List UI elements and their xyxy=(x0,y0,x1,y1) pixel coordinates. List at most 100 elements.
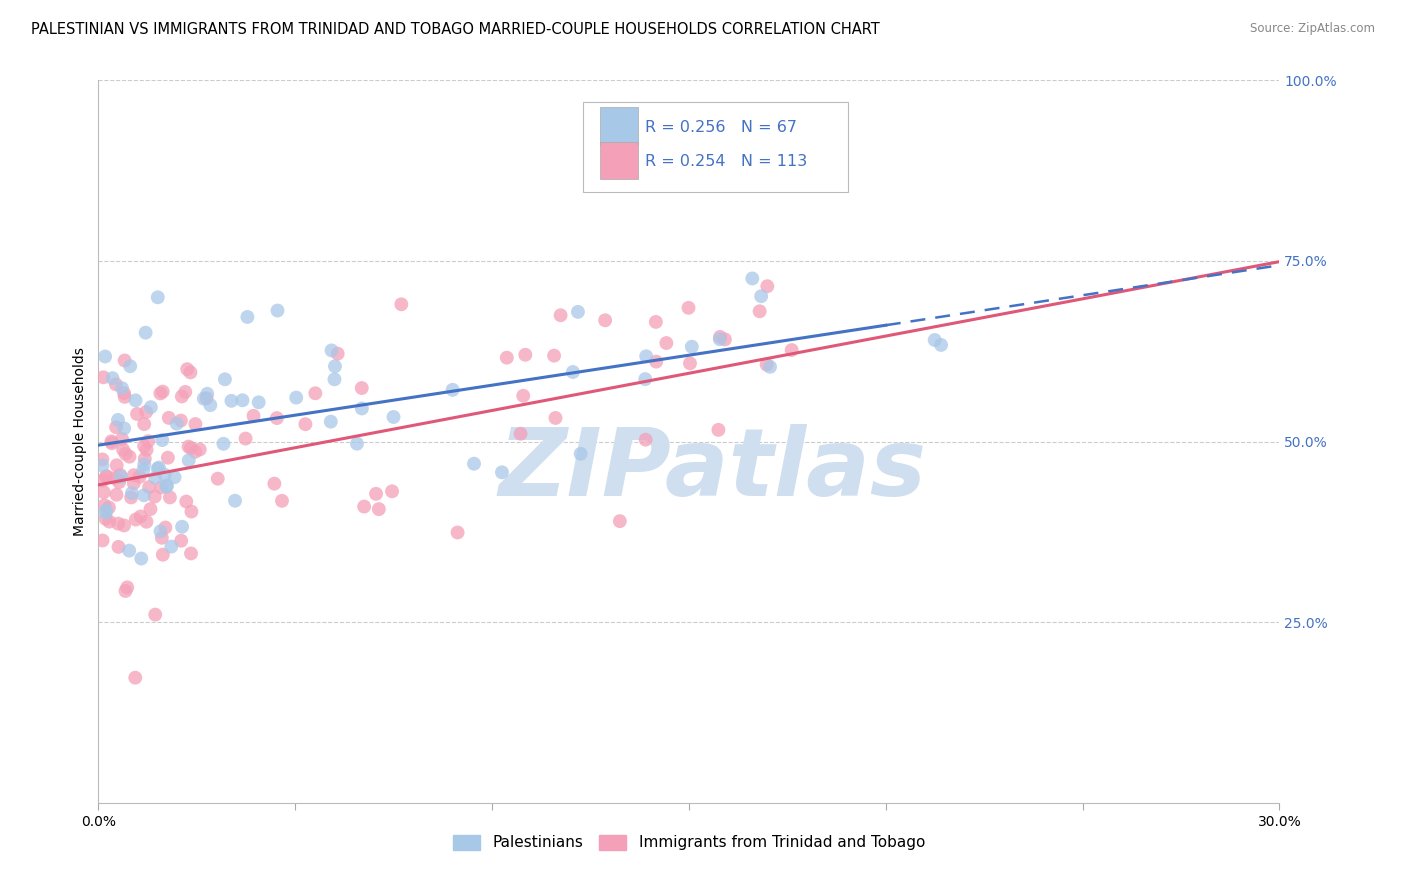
Point xyxy=(294,417,316,432)
Point xyxy=(94,350,117,364)
Point xyxy=(107,413,129,427)
Point xyxy=(143,490,166,504)
Point xyxy=(266,303,288,318)
Point xyxy=(195,387,218,401)
Point xyxy=(756,279,779,293)
Legend: Palestinians, Immigrants from Trinidad and Tobago: Palestinians, Immigrants from Trinidad a… xyxy=(447,829,931,856)
Point xyxy=(112,386,135,401)
Point xyxy=(143,607,166,622)
Point xyxy=(681,340,703,354)
Point xyxy=(129,551,152,566)
Point xyxy=(446,525,468,540)
Point xyxy=(346,436,368,450)
Point xyxy=(634,433,657,447)
Point xyxy=(91,474,114,488)
Point xyxy=(104,471,127,485)
Point xyxy=(389,297,412,311)
Point xyxy=(152,548,174,562)
Point xyxy=(512,389,534,403)
Point xyxy=(184,444,207,458)
Point xyxy=(195,391,218,405)
Point xyxy=(326,346,349,360)
Point xyxy=(200,398,222,412)
Point xyxy=(139,502,162,516)
Point xyxy=(111,432,134,446)
Point xyxy=(172,520,194,534)
Point xyxy=(132,488,155,502)
Text: ZIPatlas: ZIPatlas xyxy=(499,425,927,516)
Point xyxy=(550,308,572,322)
Point xyxy=(120,359,142,374)
Point xyxy=(755,358,778,372)
Point xyxy=(495,351,517,365)
Point xyxy=(138,480,160,494)
Point xyxy=(100,434,122,449)
Point xyxy=(150,480,173,494)
Text: PALESTINIAN VS IMMIGRANTS FROM TRINIDAD AND TOBAGO MARRIED-COUPLE HOUSEHOLDS COR: PALESTINIAN VS IMMIGRANTS FROM TRINIDAD … xyxy=(31,22,880,37)
Point xyxy=(120,491,142,505)
Point xyxy=(177,440,200,454)
Point xyxy=(107,540,129,554)
Point xyxy=(152,384,174,399)
Point xyxy=(128,470,150,484)
Point xyxy=(304,386,326,401)
Point xyxy=(515,348,537,362)
Point xyxy=(156,480,179,494)
Point xyxy=(569,447,592,461)
Point xyxy=(122,476,145,491)
Point xyxy=(236,310,259,324)
Point xyxy=(148,460,170,475)
Point xyxy=(645,354,668,368)
Point xyxy=(93,485,115,500)
Point xyxy=(759,359,782,374)
Point xyxy=(271,493,294,508)
Point xyxy=(543,349,565,363)
Point xyxy=(174,494,197,508)
Point xyxy=(94,469,117,483)
Point xyxy=(135,326,157,340)
Point xyxy=(146,290,169,304)
Point xyxy=(561,365,583,379)
Point xyxy=(105,488,128,502)
Point xyxy=(224,493,246,508)
Point xyxy=(94,506,117,520)
Point xyxy=(180,505,202,519)
Point xyxy=(124,671,146,685)
Point xyxy=(121,486,143,500)
Point xyxy=(748,304,770,318)
Point xyxy=(350,401,373,416)
Point xyxy=(93,498,115,512)
Point xyxy=(94,512,117,526)
Point xyxy=(714,333,737,347)
Point xyxy=(207,472,229,486)
FancyBboxPatch shape xyxy=(582,102,848,193)
Point xyxy=(112,518,135,533)
Point xyxy=(93,370,115,384)
Point xyxy=(214,372,236,386)
Point xyxy=(678,301,700,315)
Point xyxy=(221,393,243,408)
Point xyxy=(101,436,124,450)
Point xyxy=(184,417,207,431)
Point xyxy=(110,467,132,482)
Point xyxy=(105,420,128,434)
Point xyxy=(155,520,177,534)
Point xyxy=(98,515,121,529)
Point xyxy=(111,381,134,395)
Point xyxy=(132,463,155,477)
Point xyxy=(160,540,183,554)
Point xyxy=(91,533,114,548)
Point xyxy=(134,417,156,431)
Point xyxy=(242,409,264,423)
Point xyxy=(263,476,285,491)
Point xyxy=(156,450,179,465)
Point xyxy=(350,381,373,395)
Point xyxy=(134,451,156,466)
Point xyxy=(135,405,157,419)
Point xyxy=(157,410,180,425)
Point xyxy=(156,478,179,492)
Point xyxy=(98,500,121,515)
FancyBboxPatch shape xyxy=(600,107,638,145)
Point xyxy=(91,452,114,467)
Point xyxy=(491,465,513,479)
